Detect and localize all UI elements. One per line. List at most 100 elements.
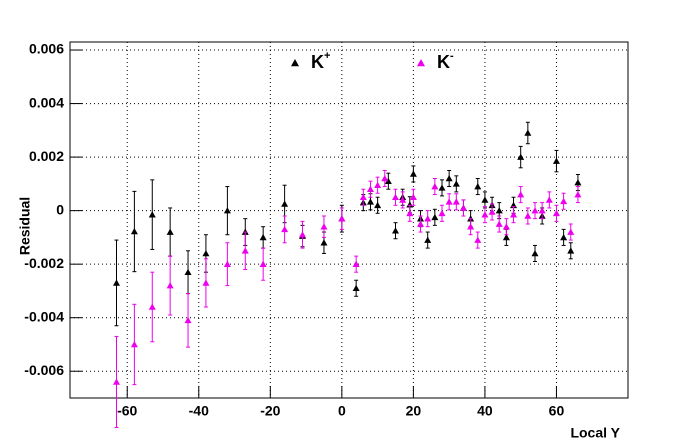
point [560, 197, 568, 205]
point [459, 204, 467, 211]
x-tick-label: -60 [117, 403, 137, 419]
point [574, 191, 582, 198]
point [202, 249, 210, 257]
point [113, 279, 120, 286]
point [431, 213, 439, 221]
y-tick-label: 0.002 [29, 148, 64, 164]
point [438, 209, 446, 217]
point [452, 180, 460, 187]
point [374, 201, 382, 209]
point [424, 236, 432, 243]
point [148, 303, 156, 310]
point [409, 193, 417, 201]
point [384, 177, 392, 184]
point [502, 223, 510, 230]
x-tick-label: -20 [260, 403, 280, 419]
point [166, 228, 174, 235]
x-tick-label: 0 [338, 403, 346, 419]
y-tick-label: -0.006 [24, 362, 64, 378]
x-tick-label: 20 [406, 403, 422, 419]
point [560, 233, 568, 241]
point [502, 233, 510, 241]
point [374, 181, 382, 189]
point [531, 207, 539, 214]
point [352, 260, 360, 267]
point [366, 198, 374, 205]
y-tick-label: -0.002 [24, 255, 64, 271]
point [366, 185, 374, 193]
point [531, 249, 539, 257]
y-tick-label: 0 [56, 201, 64, 217]
point [517, 153, 525, 160]
point [545, 196, 553, 203]
point [392, 227, 399, 234]
point [399, 196, 407, 203]
point [166, 282, 174, 289]
point [474, 183, 482, 190]
point [281, 200, 289, 207]
point [406, 201, 414, 208]
point [202, 279, 210, 286]
point [445, 198, 453, 205]
point [445, 175, 453, 182]
point [524, 212, 532, 219]
point [223, 207, 231, 214]
point [359, 193, 367, 201]
point [552, 209, 560, 217]
legend-marker [417, 59, 425, 67]
point [567, 247, 575, 254]
point [481, 196, 489, 203]
point [438, 184, 446, 191]
point [281, 225, 289, 233]
point [406, 209, 414, 217]
y-tick-label: -0.004 [24, 308, 64, 324]
point [495, 220, 503, 227]
point [488, 208, 496, 215]
y-tick-label: 0.006 [29, 41, 64, 57]
x-tick-label: 40 [477, 403, 493, 419]
point [567, 228, 575, 235]
point [381, 175, 389, 182]
point [474, 236, 482, 243]
point [538, 207, 546, 214]
y-tick-label: 0.004 [29, 94, 64, 110]
legend-label: K- [437, 50, 454, 72]
point [392, 193, 399, 201]
point [130, 340, 138, 348]
legend-marker [291, 59, 299, 67]
point [495, 207, 503, 214]
point [259, 233, 267, 241]
point [552, 157, 560, 164]
x-tick-label: 60 [549, 403, 565, 419]
point [184, 268, 192, 275]
point [241, 247, 249, 254]
point [524, 129, 532, 136]
point [481, 211, 489, 218]
point [113, 378, 120, 385]
point [424, 215, 432, 222]
point [517, 191, 525, 198]
point [299, 231, 306, 238]
x-tick-label: -40 [189, 403, 209, 419]
point [320, 223, 328, 230]
point [452, 198, 460, 205]
point [130, 228, 138, 235]
point [409, 170, 417, 177]
point [148, 211, 156, 218]
y-axis-title: Residual [17, 197, 33, 255]
point [417, 220, 425, 227]
point [259, 260, 267, 267]
plot-frame [69, 41, 629, 399]
point [223, 260, 231, 267]
x-axis-title: Local Y [570, 425, 620, 441]
point [574, 179, 582, 186]
point [510, 211, 518, 218]
point [467, 223, 475, 230]
point [352, 284, 360, 292]
point [320, 239, 328, 246]
point [338, 215, 346, 222]
point [431, 183, 439, 190]
point [184, 316, 192, 324]
